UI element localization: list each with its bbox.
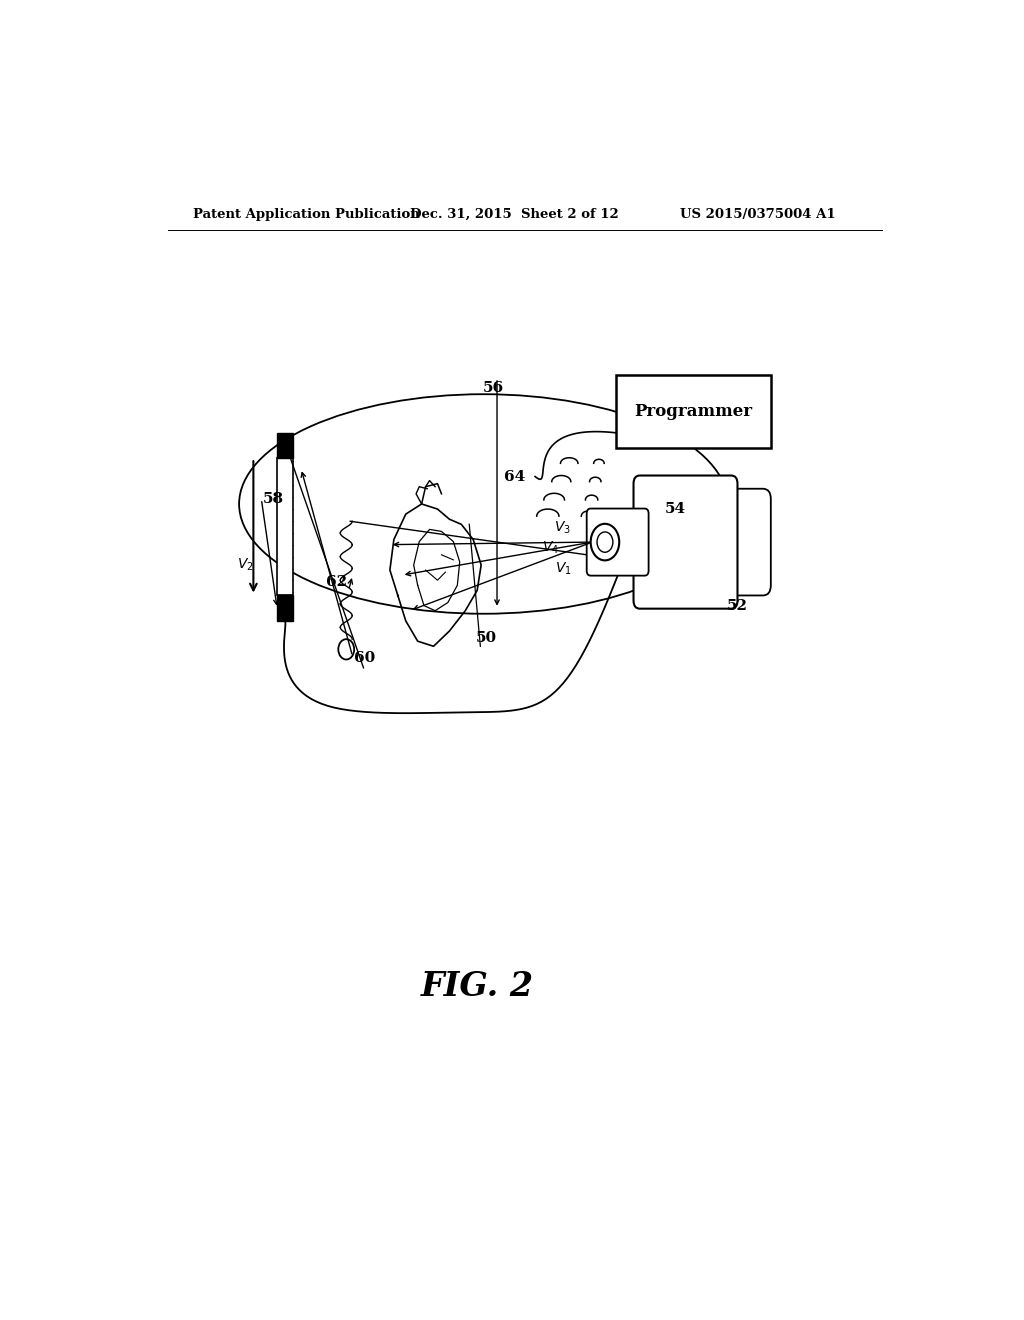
FancyBboxPatch shape [616,375,771,447]
Text: US 2015/0375004 A1: US 2015/0375004 A1 [680,207,836,220]
Text: $\mathit{V}_2$: $\mathit{V}_2$ [238,557,254,573]
FancyBboxPatch shape [719,488,771,595]
FancyBboxPatch shape [278,458,293,595]
Text: $\mathit{V}_3$: $\mathit{V}_3$ [554,519,571,536]
Text: 52: 52 [727,598,749,612]
Text: 56: 56 [482,381,504,395]
FancyBboxPatch shape [278,433,293,458]
Text: Dec. 31, 2015  Sheet 2 of 12: Dec. 31, 2015 Sheet 2 of 12 [410,207,618,220]
FancyBboxPatch shape [634,475,737,609]
Text: 58: 58 [263,492,284,506]
Text: $\mathit{V}_1$: $\mathit{V}_1$ [555,561,571,577]
Text: 60: 60 [354,652,375,665]
Text: 64: 64 [505,470,525,483]
FancyBboxPatch shape [278,595,293,620]
FancyBboxPatch shape [587,508,648,576]
Text: FIG. 2: FIG. 2 [421,970,534,1003]
Text: 54: 54 [665,502,686,516]
Text: 62: 62 [327,576,347,589]
Text: Programmer: Programmer [635,403,753,420]
Text: Patent Application Publication: Patent Application Publication [194,207,420,220]
Text: 50: 50 [476,631,498,645]
Text: $\mathit{V}_4$: $\mathit{V}_4$ [543,540,559,556]
